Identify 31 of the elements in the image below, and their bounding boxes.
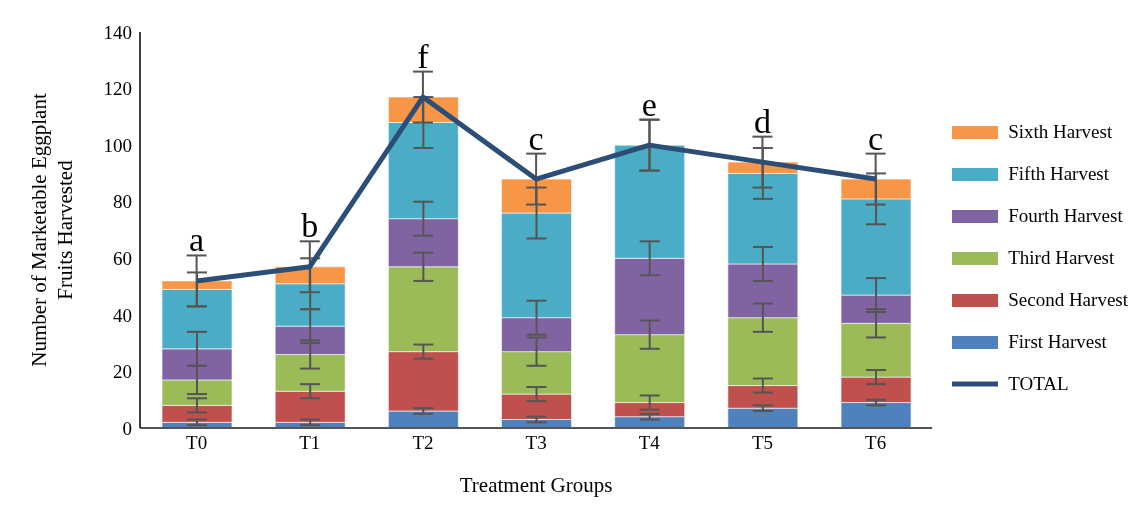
legend-label: Second Harvest xyxy=(1008,289,1128,311)
y-tick-label: 120 xyxy=(103,78,132,100)
y-tick-label: 60 xyxy=(113,248,132,270)
legend-label: First Harvest xyxy=(1008,331,1107,353)
legend-label: Sixth Harvest xyxy=(1008,121,1113,143)
annotation: a xyxy=(189,221,205,259)
legend-label: TOTAL xyxy=(1008,373,1069,395)
y-tick-label: 100 xyxy=(103,134,132,156)
x-tick-label: T5 xyxy=(751,432,774,454)
y-tick-label: 0 xyxy=(122,417,132,439)
x-tick-label: T4 xyxy=(638,432,661,454)
annotation: f xyxy=(417,37,430,75)
annotation: c xyxy=(868,119,884,157)
legend-label: Fifth Harvest xyxy=(1008,163,1110,185)
annotation: e xyxy=(641,85,657,123)
y-tick-label: 80 xyxy=(113,191,132,213)
x-tick-label: T0 xyxy=(186,432,208,454)
y-tick-label: 40 xyxy=(113,304,132,326)
legend-label: Fourth Harvest xyxy=(1008,205,1123,227)
legend-label: Third Harvest xyxy=(1008,247,1115,269)
annotation: c xyxy=(528,119,544,157)
y-tick-label: 140 xyxy=(103,21,132,43)
y-tick-label: 20 xyxy=(113,361,132,383)
x-axis-title: Treatment Groups xyxy=(459,473,613,497)
x-tick-label: T6 xyxy=(865,432,887,454)
y-axis-title: Number of Marketable Eggplant Fruits Harvested xyxy=(27,93,77,367)
x-tick-label: T3 xyxy=(525,432,547,454)
annotation: b xyxy=(301,207,319,245)
annotation: d xyxy=(753,102,771,140)
x-tick-label: T1 xyxy=(299,432,321,454)
x-tick-label: T2 xyxy=(412,432,434,454)
